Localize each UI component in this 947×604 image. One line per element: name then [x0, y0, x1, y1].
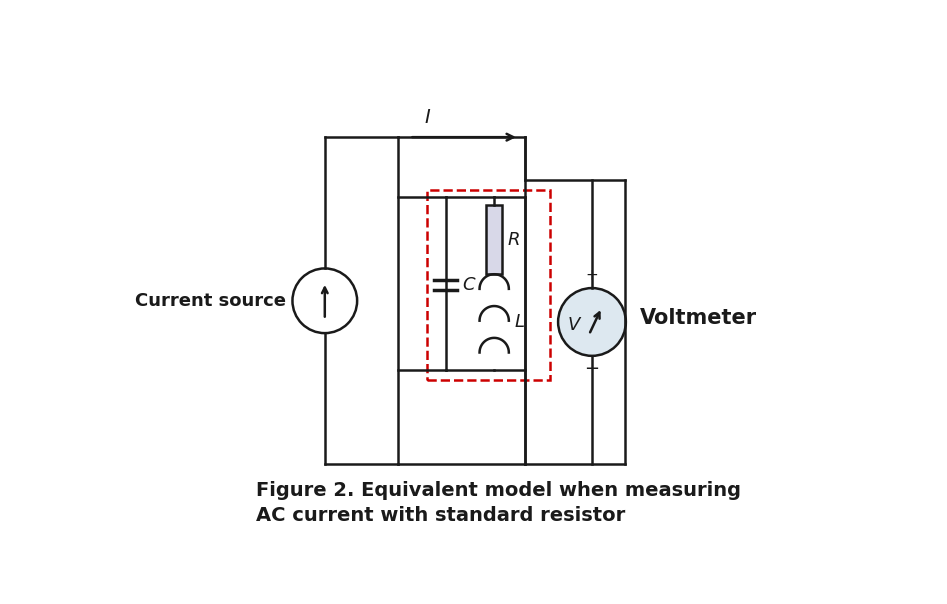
- Bar: [427, 190, 550, 380]
- Text: Current source: Current source: [134, 292, 286, 310]
- Text: C: C: [462, 276, 474, 294]
- Text: R: R: [508, 231, 520, 249]
- Text: I: I: [425, 108, 431, 127]
- Circle shape: [293, 268, 357, 333]
- Text: L: L: [515, 313, 525, 331]
- Text: Figure 2. Equivalent model when measuring
AC current with standard resistor: Figure 2. Equivalent model when measurin…: [256, 481, 741, 525]
- Text: +: +: [585, 268, 599, 283]
- Text: −: −: [584, 361, 599, 379]
- Text: V: V: [568, 316, 581, 334]
- Bar: [487, 205, 502, 274]
- Circle shape: [558, 288, 626, 356]
- Text: Voltmeter: Voltmeter: [640, 308, 757, 328]
